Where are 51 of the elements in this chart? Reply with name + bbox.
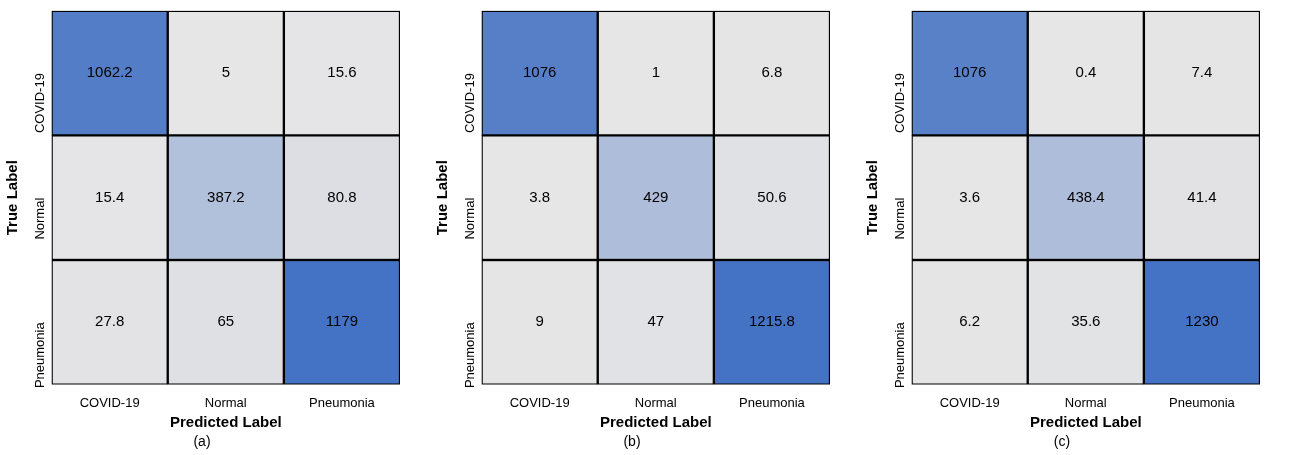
x-tick-label: COVID-19 [939, 394, 1000, 410]
data-label: 15.6 [327, 63, 357, 81]
data-label: 1179 [325, 312, 359, 330]
data-label: 1215.8 [748, 312, 795, 330]
data-label: 0.4 [1075, 63, 1097, 81]
x-tick-label: Normal [204, 394, 247, 410]
x-tick-label: Pneumonia [1169, 394, 1236, 410]
data-label: 429 [643, 187, 669, 205]
text: (c) [1053, 433, 1071, 450]
data-label: 35.6 [1071, 312, 1101, 330]
y-tick-label: COVID-19 [462, 73, 478, 134]
data-label: 7.4 [1191, 63, 1213, 81]
x-tick-label: Pneumonia [739, 394, 806, 410]
data-label: 80.8 [327, 187, 357, 205]
data-label: 9 [535, 312, 544, 330]
data-label: 438.4 [1067, 187, 1105, 205]
x-tick-label: COVID-19 [79, 394, 140, 410]
text: (a) [193, 433, 211, 450]
data-label: 1 [651, 63, 660, 81]
data-label: 5 [221, 63, 230, 81]
data-label: 1076 [952, 63, 987, 81]
y-tick-label: Normal [462, 197, 478, 240]
y-tick-label: Normal [892, 197, 908, 240]
y-axis-title: True Label [863, 160, 881, 236]
x-tick-label: Normal [634, 394, 677, 410]
data-label: 15.4 [95, 187, 125, 205]
y-tick-label: COVID-19 [32, 73, 48, 134]
x-axis-title: Predicted Label [1029, 413, 1142, 431]
data-label: 3.8 [529, 187, 551, 205]
data-label: 6.2 [959, 312, 981, 330]
text: (b) [623, 433, 641, 450]
data-label: 3.6 [959, 187, 981, 205]
y-axis-title: True Label [3, 160, 21, 236]
data-label: 1076 [522, 63, 557, 81]
x-axis-title: Predicted Label [599, 413, 712, 431]
x-axis-title: Predicted Label [169, 413, 282, 431]
data-label: 1062.2 [86, 63, 133, 81]
y-tick-label: COVID-19 [892, 73, 908, 134]
data-label: 1230 [1185, 312, 1219, 330]
data-label: 41.4 [1187, 187, 1217, 205]
x-tick-label: Pneumonia [309, 394, 376, 410]
x-tick-label: Normal [1064, 394, 1107, 410]
y-tick-label: Normal [32, 197, 48, 240]
data-label: 27.8 [95, 312, 125, 330]
data-label: 47 [647, 312, 665, 330]
data-label: 65 [217, 312, 235, 330]
data-label: 50.6 [757, 187, 787, 205]
y-axis-title: True Label [433, 160, 451, 236]
x-tick-label: COVID-19 [509, 394, 570, 410]
data-label: 387.2 [207, 187, 245, 205]
data-label: 6.8 [761, 63, 783, 81]
